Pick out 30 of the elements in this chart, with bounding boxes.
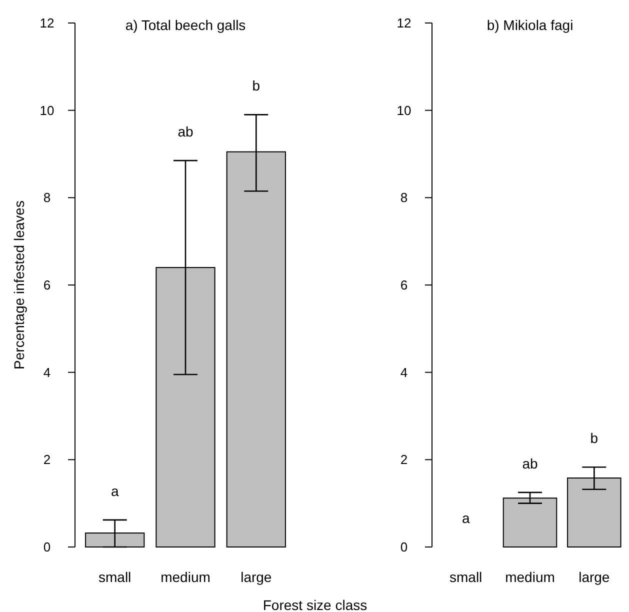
- annotation: ab: [522, 455, 538, 472]
- x-tick-label: small: [98, 569, 132, 585]
- x-tick-label: large: [240, 569, 272, 585]
- x-tick-label: large: [578, 569, 610, 585]
- chart-title: a) Total beech galls: [125, 17, 246, 33]
- y-tick-label: 8: [43, 190, 51, 206]
- y-tick-label: 2: [400, 452, 408, 468]
- annotation: b: [252, 78, 260, 94]
- y-tick-label: 12: [40, 16, 54, 31]
- x-axis-title: Forest size class: [262, 597, 368, 612]
- x-tick-label: medium: [160, 569, 210, 585]
- y-tick-label: 2: [43, 452, 51, 468]
- y-tick-label: 10: [396, 102, 412, 118]
- chart-title: b) Mikiola fagi: [486, 17, 574, 33]
- annotation: ab: [178, 124, 194, 140]
- y-tick-label: 6: [43, 278, 51, 293]
- x-tick-label: medium: [505, 569, 555, 585]
- annotation: a: [462, 510, 470, 526]
- annotation: a: [110, 482, 119, 499]
- x-tick-label: small: [450, 569, 482, 585]
- annotation: b: [590, 430, 598, 446]
- y-axis-title: Percentage infested leaves: [11, 200, 27, 370]
- y-tick-label: 6: [400, 278, 408, 293]
- y-tick-label: 4: [43, 364, 51, 380]
- y-tick-label: 10: [40, 102, 54, 118]
- y-tick-label: 12: [396, 16, 412, 31]
- y-tick-label: 4: [400, 364, 408, 380]
- y-tick-label: 8: [400, 190, 408, 206]
- y-tick-label: 0: [43, 540, 51, 555]
- y-tick-label: 0: [400, 540, 408, 555]
